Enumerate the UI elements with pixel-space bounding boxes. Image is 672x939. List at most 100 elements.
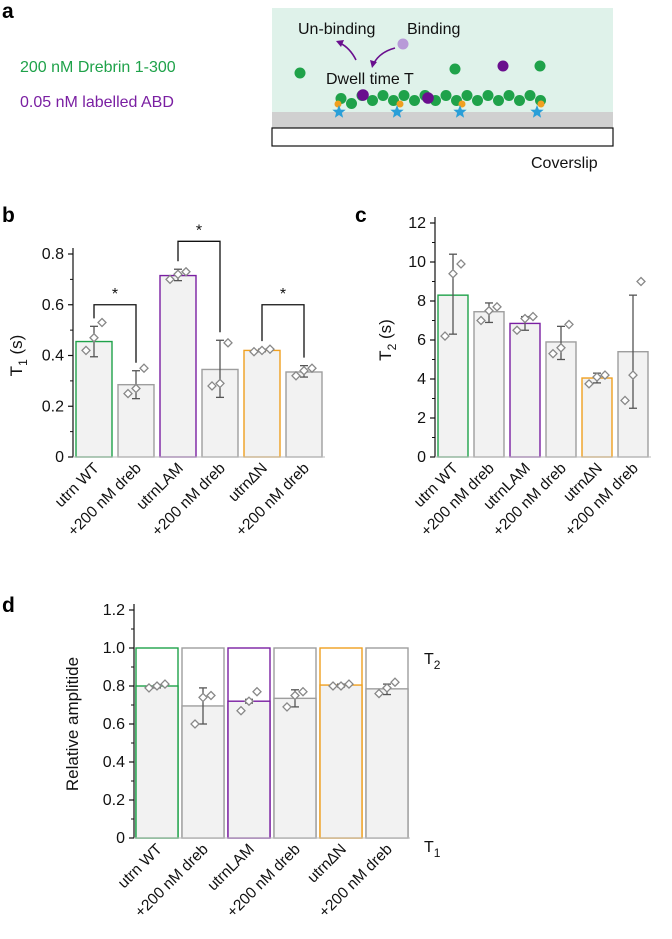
y-tick-label: 0.8: [103, 678, 125, 695]
data-point: [382, 682, 392, 693]
bar: [581, 377, 613, 458]
surface-star-icon: [530, 105, 544, 118]
actin-filament: [332, 89, 546, 118]
coverslip-surface: [272, 112, 613, 128]
data-point: [636, 276, 646, 287]
legend-abd: 0.05 nM labelled ABD: [20, 94, 174, 111]
anchor: [396, 100, 404, 108]
data-point: [173, 269, 183, 280]
y-tick-label: 2: [417, 410, 426, 427]
free-abd: [497, 60, 509, 72]
bar: [509, 322, 541, 458]
data-point: [620, 395, 630, 406]
binding-arrowhead: [370, 60, 377, 68]
binding-abd: [397, 38, 409, 50]
data-point: [207, 381, 217, 391]
actin-subunit: [482, 90, 494, 101]
data-point: [131, 383, 141, 394]
actin-subunit: [493, 95, 504, 106]
bar: [159, 274, 197, 458]
data-point: [139, 363, 149, 374]
bar: [75, 340, 113, 458]
data-point: [89, 332, 99, 343]
data-point: [165, 274, 175, 285]
y-tick-label: 0.6: [42, 297, 64, 314]
data-point: [144, 682, 154, 693]
legend-drebrin: 200 nM Drebrin 1-300: [20, 59, 176, 76]
data-point: [448, 268, 458, 279]
data-point: [81, 345, 91, 356]
data-point: [328, 681, 338, 691]
data-point: [390, 677, 400, 688]
data-point: [528, 311, 538, 322]
data-point: [520, 313, 530, 324]
y-tick-label: 0.2: [103, 792, 125, 809]
dwell-time-label: Dwell time T: [326, 71, 414, 88]
data-point: [628, 370, 638, 381]
data-point: [152, 681, 162, 691]
chart-d-amplitude: 0 0.2 0.4 0.6 0.8 1.0 1.2 Relative amplitide utr…: [63, 602, 441, 921]
bar: [227, 700, 271, 839]
y-tick-label: 4: [417, 371, 426, 388]
y-axis-label: T2 (s): [376, 319, 399, 361]
x-category-label: +200 nM dreb: [233, 460, 313, 540]
unbinding-arrowhead: [336, 40, 344, 47]
y-tick-label: 0.4: [103, 754, 125, 771]
data-point: [236, 705, 246, 716]
binding-arrow: [373, 47, 396, 64]
panel-label-b: b: [2, 204, 15, 227]
coverslip: [271, 127, 614, 147]
data-point: [160, 679, 170, 690]
significance-bracket: [93, 304, 137, 363]
significance-star: *: [280, 286, 286, 303]
x-category-label: utrn∆N: [304, 841, 350, 887]
free-drebrin: [534, 60, 546, 72]
actin-subunit: [514, 95, 525, 106]
y-tick-label: 0: [55, 449, 64, 466]
data-point: [282, 701, 292, 712]
data-point: [492, 301, 502, 312]
data-point: [476, 315, 486, 326]
data-point: [344, 679, 354, 690]
y-tick-label: 1.2: [103, 602, 125, 619]
data-point: [97, 317, 107, 328]
free-drebrin: [449, 63, 461, 75]
coverslip-label: Coverslip: [531, 155, 598, 172]
data-point: [440, 331, 450, 342]
data-point: [374, 688, 384, 699]
actin-subunit: [461, 90, 473, 101]
actin-subunit: [398, 90, 410, 101]
data-point: [249, 346, 259, 357]
actin-subunit: [367, 95, 378, 106]
bound-abd: [357, 89, 369, 101]
data-point: [181, 266, 191, 277]
bar: [243, 349, 281, 458]
bar: [319, 684, 363, 839]
schematic: 200 nM Drebrin 1-300 0.05 nM labelled AB…: [20, 8, 614, 172]
panel-label-d: d: [2, 594, 15, 617]
bar: [473, 311, 505, 458]
data-point: [265, 344, 275, 355]
significance-bracket: [177, 240, 221, 333]
data-point: [299, 365, 309, 376]
x-category-label: +200 nM dreb: [65, 460, 145, 540]
data-point: [290, 690, 300, 701]
data-point: [244, 696, 254, 707]
data-point: [215, 378, 225, 389]
significance-star: *: [112, 286, 118, 303]
data-point: [190, 719, 200, 729]
data-point: [223, 337, 233, 348]
y-tick-label: 0: [417, 449, 426, 466]
data-point: [584, 378, 594, 389]
actin-subunit: [377, 90, 389, 101]
data-point: [307, 363, 317, 374]
y-axis-label: Relative amplitide: [63, 657, 82, 791]
y-tick-label: 0.4: [42, 348, 64, 365]
actin-subunit: [524, 90, 536, 101]
data-point: [206, 690, 216, 701]
actin-subunit: [388, 95, 399, 106]
data-point: [592, 372, 602, 382]
actin-subunit: [409, 95, 420, 106]
y-tick-label: 12: [408, 215, 426, 232]
